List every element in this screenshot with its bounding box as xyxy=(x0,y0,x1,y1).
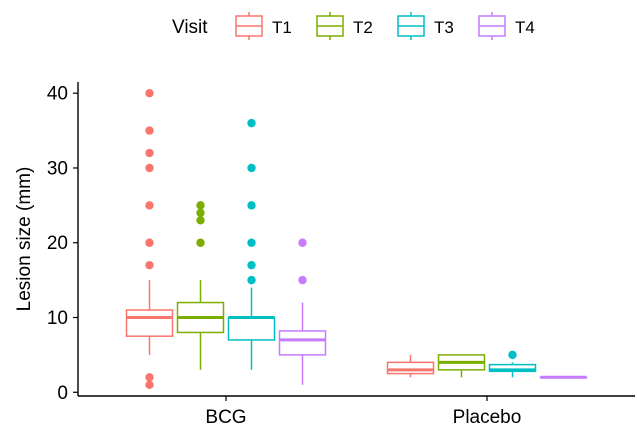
outlier-point xyxy=(298,238,307,247)
y-axis: 0 10 20 30 40 xyxy=(47,82,79,404)
outlier-point xyxy=(145,238,154,247)
box-T2-Placebo xyxy=(437,354,486,378)
box-T3-BCG xyxy=(227,118,276,370)
outlier-point xyxy=(145,148,154,158)
outlier-point xyxy=(196,201,205,210)
outlier-point xyxy=(196,208,205,218)
y-axis-label: Lesion size (mm) xyxy=(14,167,35,312)
plot-area xyxy=(125,89,588,389)
legend-item-label: T4 xyxy=(515,18,535,37)
x-tick-label: Placebo xyxy=(453,407,522,428)
outlier-point xyxy=(196,238,205,247)
legend: Visit T1 T2 T3 T4 xyxy=(172,12,535,40)
outlier-point xyxy=(247,275,256,285)
box-T2-BCG xyxy=(176,201,225,370)
outlier-point xyxy=(298,275,307,285)
legend-item-T2: T2 xyxy=(316,12,373,40)
y-tick-label: 20 xyxy=(47,233,68,254)
box-iqr xyxy=(386,361,435,375)
outlier-point xyxy=(145,201,154,210)
outlier-point xyxy=(247,260,256,270)
legend-item-label: T1 xyxy=(272,18,292,37)
box-T4-Placebo xyxy=(539,375,588,379)
legend-item-label: T3 xyxy=(434,18,454,37)
box-iqr xyxy=(227,316,276,341)
x-tick-label: BCG xyxy=(205,407,246,428)
outlier-point xyxy=(247,238,256,247)
legend-title: Visit xyxy=(172,17,208,38)
outlier-point xyxy=(145,89,154,98)
outlier-point xyxy=(247,118,256,128)
y-tick-label: 30 xyxy=(47,158,68,179)
legend-item-label: T2 xyxy=(353,18,373,37)
outlier-point xyxy=(508,350,517,360)
x-axis: BCG Placebo xyxy=(78,395,635,428)
legend-item-T3: T3 xyxy=(397,12,454,40)
outlier-point xyxy=(247,163,256,173)
box-T4-BCG xyxy=(278,238,327,385)
outlier-point xyxy=(145,260,154,270)
outlier-point xyxy=(145,126,154,135)
box-T3-Placebo xyxy=(488,350,537,378)
outlier-point xyxy=(145,163,154,173)
outlier-point xyxy=(145,373,154,382)
legend-item-T1: T1 xyxy=(235,12,292,40)
y-tick-label: 10 xyxy=(47,308,68,329)
box-T1-Placebo xyxy=(386,354,435,378)
outlier-point xyxy=(145,380,154,389)
box-iqr xyxy=(125,309,174,337)
legend-item-T4: T4 xyxy=(478,12,535,40)
outlier-point xyxy=(196,216,205,225)
box-iqr xyxy=(278,330,327,356)
y-tick-label: 0 xyxy=(57,383,68,404)
outlier-point xyxy=(247,201,256,210)
box-T1-BCG xyxy=(125,89,174,389)
y-tick-label: 40 xyxy=(47,84,68,105)
